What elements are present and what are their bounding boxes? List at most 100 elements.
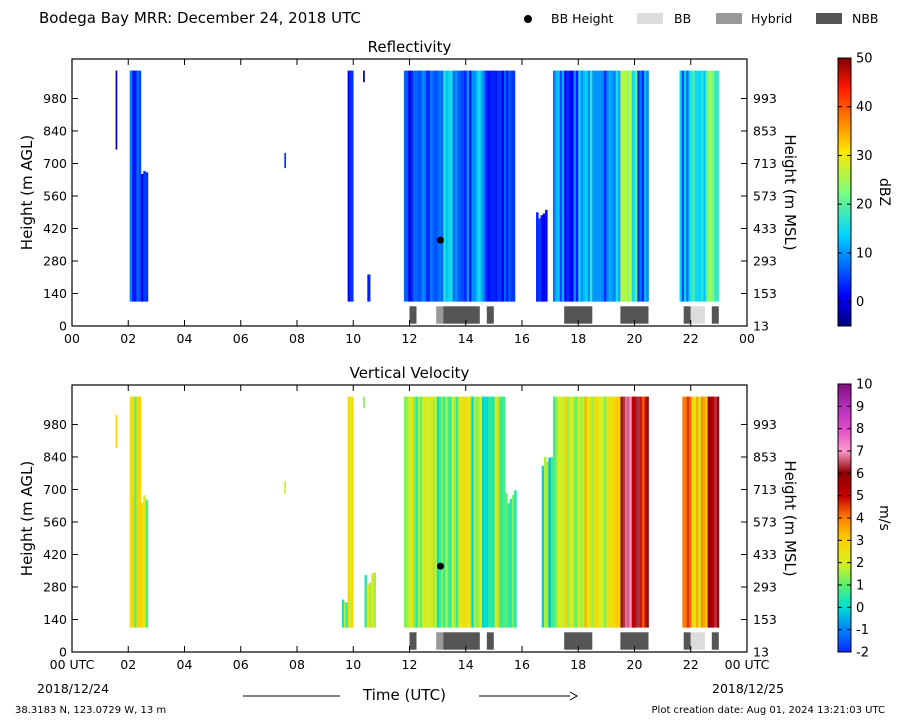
bb-height-marker xyxy=(436,562,444,570)
time-axis-arrows xyxy=(243,691,579,701)
data-column xyxy=(490,70,493,302)
data-column xyxy=(479,396,483,628)
data-column xyxy=(606,396,610,628)
data-layer xyxy=(115,70,720,302)
data-column xyxy=(546,461,549,628)
data-column xyxy=(464,70,467,302)
data-column xyxy=(462,70,465,302)
data-column xyxy=(564,70,567,302)
data-column xyxy=(601,70,605,302)
data-column xyxy=(454,70,458,302)
data-column xyxy=(689,396,692,628)
data-column xyxy=(460,396,463,628)
data-column xyxy=(373,572,377,628)
bb-bar-nbb xyxy=(409,632,417,650)
y2-tick-label: 573 xyxy=(753,188,777,203)
colorbar-tick-label: 10 xyxy=(856,378,873,393)
data-column xyxy=(417,70,420,302)
data-column xyxy=(506,70,509,302)
data-column xyxy=(478,70,482,302)
data-column xyxy=(559,70,563,302)
bb-bar-nbb xyxy=(620,306,649,324)
data-column xyxy=(129,70,133,302)
data-column xyxy=(608,70,612,302)
data-column xyxy=(589,70,593,302)
data-column xyxy=(624,396,628,628)
data-column xyxy=(536,212,539,302)
data-column xyxy=(573,70,577,302)
data-column xyxy=(631,396,635,628)
data-column xyxy=(415,396,419,628)
data-column xyxy=(684,70,687,302)
data-column xyxy=(586,396,590,628)
data-column xyxy=(613,70,617,302)
data-column xyxy=(347,396,350,628)
data-column xyxy=(580,396,583,628)
data-column xyxy=(514,490,517,628)
y-tick-label: 980 xyxy=(43,417,67,432)
bb-bar-nbb xyxy=(443,306,480,324)
data-column xyxy=(490,396,493,628)
bb-bar-nbb xyxy=(711,632,719,650)
bb-bar-nbb xyxy=(683,306,691,324)
data-column xyxy=(582,70,586,302)
data-column xyxy=(638,396,641,628)
data-column xyxy=(467,396,470,628)
x-tick-label: 04 xyxy=(177,331,193,346)
legend-label-nbb: NBB xyxy=(852,11,879,26)
data-column xyxy=(366,584,370,628)
data-column xyxy=(698,396,701,628)
x-tick-label: 06 xyxy=(233,657,249,672)
data-column xyxy=(134,70,137,302)
bb-bar-nbb xyxy=(409,306,417,324)
data-column xyxy=(363,70,365,83)
x-tick-label: 22 xyxy=(683,331,699,346)
data-column xyxy=(140,502,144,628)
data-column xyxy=(639,70,643,302)
x-tick-label: 18 xyxy=(570,657,586,672)
y2-tick-label: 713 xyxy=(753,482,777,497)
data-column xyxy=(145,499,149,628)
y-tick-label: 980 xyxy=(43,91,67,106)
data-column xyxy=(604,396,607,628)
data-column xyxy=(599,396,603,628)
data-column xyxy=(559,396,563,628)
y-tick-label: 140 xyxy=(43,612,67,627)
data-column xyxy=(684,396,688,628)
data-column xyxy=(494,396,497,628)
data-column xyxy=(488,396,491,628)
data-column xyxy=(569,396,572,628)
data-column xyxy=(510,70,514,302)
data-column xyxy=(594,70,598,302)
data-column xyxy=(693,396,697,628)
data-column xyxy=(627,396,630,628)
data-column xyxy=(566,70,570,302)
data-column xyxy=(500,396,504,628)
data-column xyxy=(417,396,421,628)
plot-creation-date: Plot creation date: Aug 01, 2024 13:21:0… xyxy=(651,705,885,716)
data-column xyxy=(699,70,702,302)
data-column xyxy=(469,70,472,302)
data-column xyxy=(115,70,118,150)
data-column xyxy=(644,70,647,302)
data-column xyxy=(587,70,591,302)
data-column xyxy=(480,70,484,302)
y2-axis-label: Height (m MSL) xyxy=(781,460,799,576)
data-column xyxy=(627,70,630,302)
data-column xyxy=(578,70,581,302)
data-column xyxy=(712,70,715,302)
data-column xyxy=(363,396,365,409)
data-column xyxy=(637,70,640,302)
colorbar-tick-label: 9 xyxy=(856,400,864,415)
data-column xyxy=(582,396,585,628)
data-column xyxy=(136,70,139,302)
data-column xyxy=(592,70,595,302)
data-column xyxy=(694,70,698,302)
legend-label-hybrid: Hybrid xyxy=(751,11,793,26)
data-column xyxy=(469,396,472,628)
data-column xyxy=(364,575,368,628)
data-column xyxy=(635,70,638,302)
data-column xyxy=(613,396,617,628)
vertical-velocity-panel: 00 UTC 02 04 06 08 10 12 14 16 18 20 22 00 UTC014028… xyxy=(18,364,892,672)
data-column xyxy=(471,396,474,628)
